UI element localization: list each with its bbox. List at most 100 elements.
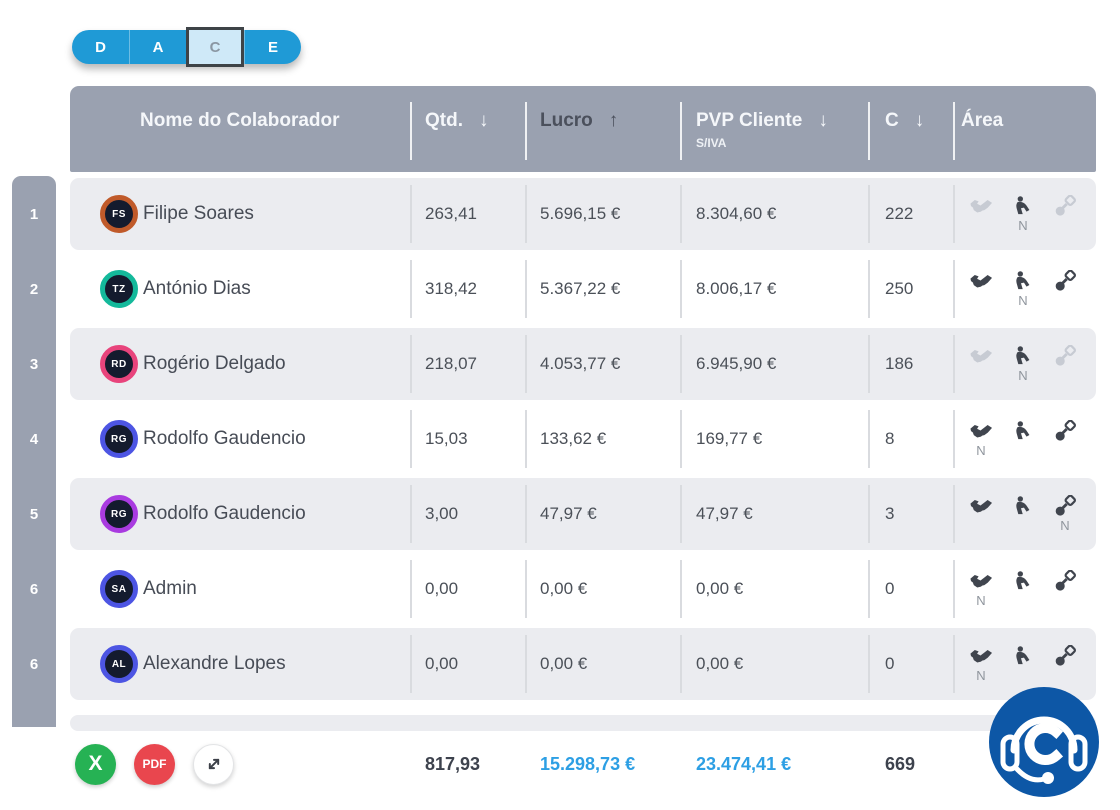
handshake-icon[interactable] bbox=[968, 419, 995, 443]
header-c-label: C bbox=[885, 110, 899, 131]
worker-icon[interactable] bbox=[1010, 344, 1037, 368]
table-row[interactable]: TZ António Dias 318,42 5.367,22 € 8.006,… bbox=[70, 253, 1096, 325]
expand-button[interactable] bbox=[193, 743, 234, 785]
cell-lucro: 47,97 € bbox=[525, 478, 680, 550]
link-icon[interactable] bbox=[1052, 494, 1079, 518]
sort-desc-icon[interactable]: ↓ bbox=[479, 110, 489, 131]
cell-name: RD Rogério Delgado bbox=[70, 328, 410, 400]
total-pvp: 23.474,41 € bbox=[696, 753, 792, 774]
row-number: 2 bbox=[29, 280, 39, 298]
sort-desc-icon[interactable]: ↓ bbox=[914, 110, 925, 131]
worker-icon[interactable] bbox=[1010, 419, 1037, 443]
cell-pvp: 169,77 € bbox=[680, 403, 868, 475]
n-flag: N bbox=[976, 443, 986, 458]
tab-d[interactable]: D bbox=[72, 30, 129, 64]
export-excel-button[interactable]: X bbox=[75, 743, 116, 785]
table-header: Nome do Colaborador Qtd. ↓ Lucro ↑ PVP C… bbox=[70, 86, 1096, 172]
row-number: 3 bbox=[29, 355, 39, 373]
header-c[interactable]: C ↓ bbox=[868, 86, 953, 172]
n-flag: N bbox=[976, 593, 986, 608]
table-row[interactable]: RG Rodolfo Gaudencio 15,03 133,62 € 169,… bbox=[70, 403, 1096, 475]
header-lucro-label: Lucro bbox=[540, 110, 593, 131]
total-qtd: 817,93 bbox=[425, 753, 481, 774]
cell-area: N bbox=[953, 178, 1096, 250]
cell-name: RG Rodolfo Gaudencio bbox=[70, 403, 410, 475]
header-area[interactable]: Área bbox=[953, 86, 1096, 172]
worker-icon[interactable] bbox=[1010, 644, 1037, 668]
tab-e[interactable]: E bbox=[244, 30, 301, 64]
header-qtd[interactable]: Qtd. ↓ bbox=[410, 86, 525, 172]
cell-c: 0 bbox=[868, 628, 953, 700]
avatar: AL bbox=[100, 645, 138, 683]
cell-c: 250 bbox=[868, 253, 953, 325]
cell-lucro: 0,00 € bbox=[525, 553, 680, 625]
handshake-icon[interactable] bbox=[968, 344, 995, 368]
cell-qtd: 0,00 bbox=[410, 553, 525, 625]
table-row[interactable]: RG Rodolfo Gaudencio 3,00 47,97 € 47,97 … bbox=[70, 478, 1096, 550]
cell-area: N bbox=[953, 253, 1096, 325]
link-icon[interactable] bbox=[1052, 269, 1079, 293]
avatar: SA bbox=[100, 570, 138, 608]
header-nome-colaborador[interactable]: Nome do Colaborador bbox=[70, 86, 410, 172]
handshake-icon[interactable] bbox=[968, 194, 995, 218]
cell-c: 0 bbox=[868, 553, 953, 625]
link-icon[interactable] bbox=[1052, 194, 1079, 218]
avatar-initials: RD bbox=[111, 358, 127, 370]
handshake-icon[interactable] bbox=[968, 494, 995, 518]
link-icon[interactable] bbox=[1052, 569, 1079, 593]
cell-qtd: 3,00 bbox=[410, 478, 525, 550]
cell-area: N bbox=[953, 403, 1096, 475]
table-row[interactable]: SA Admin 0,00 0,00 € 0,00 € 0 N bbox=[70, 553, 1096, 625]
link-icon[interactable] bbox=[1052, 644, 1079, 668]
header-lucro[interactable]: Lucro ↑ bbox=[525, 86, 680, 172]
row-number: 5 bbox=[29, 505, 39, 523]
header-area-label: Área bbox=[961, 110, 1004, 131]
avatar-initials: AL bbox=[111, 658, 127, 670]
support-button[interactable] bbox=[988, 686, 1100, 798]
cell-lucro: 5.696,15 € bbox=[525, 178, 680, 250]
total-lucro: 15.298,73 € bbox=[540, 753, 636, 774]
cell-c: 186 bbox=[868, 328, 953, 400]
cell-area: N bbox=[953, 478, 1096, 550]
table-row-partial[interactable] bbox=[70, 715, 1096, 731]
header-nome-label: Nome do Colaborador bbox=[140, 110, 340, 131]
expand-arrows-icon bbox=[204, 754, 224, 774]
worker-icon[interactable] bbox=[1010, 569, 1037, 593]
cell-lucro: 133,62 € bbox=[525, 403, 680, 475]
cell-qtd: 263,41 bbox=[410, 178, 525, 250]
avatar: TZ bbox=[100, 270, 138, 308]
worker-icon[interactable] bbox=[1010, 194, 1037, 218]
cell-pvp: 0,00 € bbox=[680, 553, 868, 625]
headset-icon bbox=[988, 686, 1100, 801]
table-row[interactable]: FS Filipe Soares 263,41 5.696,15 € 8.304… bbox=[70, 178, 1096, 250]
sort-asc-icon[interactable]: ↑ bbox=[608, 110, 619, 131]
collaborator-name: António Dias bbox=[143, 278, 251, 299]
handshake-icon[interactable] bbox=[968, 269, 995, 293]
cell-pvp: 6.945,90 € bbox=[680, 328, 868, 400]
row-number: 6 bbox=[29, 580, 39, 598]
cell-area: N bbox=[953, 553, 1096, 625]
cell-c: 222 bbox=[868, 178, 953, 250]
worker-icon[interactable] bbox=[1010, 269, 1037, 293]
worker-icon[interactable] bbox=[1010, 494, 1037, 518]
header-pvp-cliente[interactable]: PVP Cliente ↓ S/IVA bbox=[680, 86, 868, 172]
cell-pvp: 47,97 € bbox=[680, 478, 868, 550]
handshake-icon[interactable] bbox=[968, 644, 995, 668]
table-row[interactable]: AL Alexandre Lopes 0,00 0,00 € 0,00 € 0 … bbox=[70, 628, 1096, 700]
link-icon[interactable] bbox=[1052, 419, 1079, 443]
tab-a[interactable]: A bbox=[129, 30, 186, 64]
cell-name: RG Rodolfo Gaudencio bbox=[70, 478, 410, 550]
export-pdf-button[interactable]: PDF bbox=[134, 743, 175, 785]
link-icon[interactable] bbox=[1052, 344, 1079, 368]
tab-c[interactable]: C bbox=[186, 27, 244, 67]
sort-desc-icon[interactable]: ↓ bbox=[818, 110, 828, 131]
avatar: RD bbox=[100, 345, 138, 383]
cell-pvp: 8.304,60 € bbox=[680, 178, 868, 250]
avatar-initials: TZ bbox=[112, 283, 126, 295]
cell-area: N bbox=[953, 328, 1096, 400]
avatar: RG bbox=[100, 495, 138, 533]
avatar: FS bbox=[100, 195, 138, 233]
handshake-icon[interactable] bbox=[968, 569, 995, 593]
table-row[interactable]: RD Rogério Delgado 218,07 4.053,77 € 6.9… bbox=[70, 328, 1096, 400]
table-body: FS Filipe Soares 263,41 5.696,15 € 8.304… bbox=[70, 178, 1096, 703]
